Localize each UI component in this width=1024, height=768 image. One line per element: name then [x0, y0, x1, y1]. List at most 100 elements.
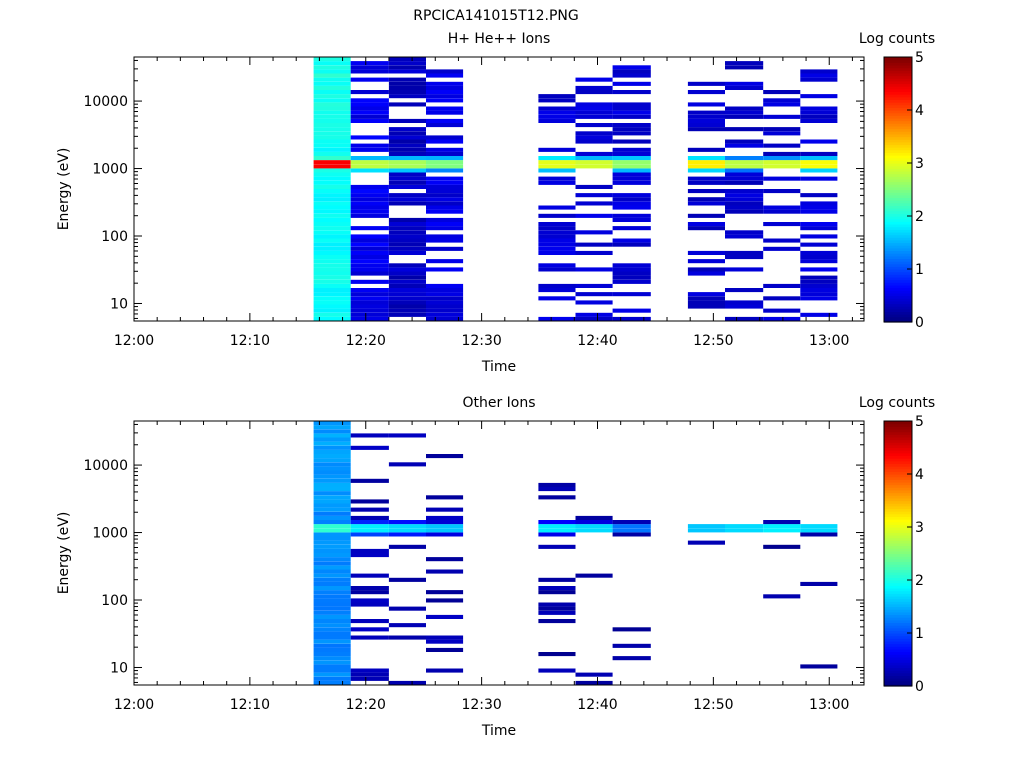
spectrogram-cell	[388, 184, 426, 189]
spectrogram-cell	[725, 300, 764, 305]
spectrogram-cell	[538, 118, 576, 123]
spectrogram-cell	[350, 532, 389, 537]
spectrogram-cell	[763, 296, 801, 301]
spectrogram-cell	[350, 515, 389, 520]
spectrogram-cell	[350, 528, 389, 533]
colorbar-band	[884, 595, 912, 600]
spectrogram-cell	[426, 98, 464, 103]
spectrogram-cell	[763, 127, 801, 132]
spectrogram-cell	[313, 255, 351, 260]
spectrogram-cell	[575, 110, 613, 115]
spectrogram-cell	[538, 524, 576, 529]
spectrogram-cell	[763, 283, 801, 288]
spectrogram-cell	[687, 304, 725, 309]
colorbar-band	[884, 91, 912, 95]
spectrogram-cell	[313, 250, 351, 255]
spectrogram-cell	[350, 61, 389, 66]
spectrogram-cell	[350, 304, 389, 309]
colorbar-tick-label: 4	[915, 103, 924, 119]
colorbar-band	[884, 218, 912, 222]
spectrogram-cell	[313, 230, 351, 235]
colorbar-band	[884, 59, 912, 63]
spectrogram-cell	[426, 532, 464, 537]
colorbar-band	[884, 200, 912, 204]
spectrogram-cell	[388, 147, 426, 152]
spectrogram-cell	[800, 283, 838, 288]
colorbar-band	[884, 569, 912, 573]
colorbar-band	[884, 442, 912, 446]
spectrogram-cell	[426, 118, 464, 123]
spectrogram-cell	[687, 102, 725, 107]
spectrogram-cell	[575, 672, 613, 677]
colorbar-band	[884, 625, 912, 629]
spectrogram-cell	[350, 316, 389, 321]
spectrogram-cell	[388, 304, 426, 309]
colorbar-band	[884, 587, 912, 592]
colorbar-band	[884, 455, 912, 459]
colorbar-band	[884, 675, 912, 679]
spectrogram-cell	[313, 242, 351, 247]
colorbar-band	[884, 556, 912, 560]
spectrogram-cell	[350, 77, 389, 82]
spectrogram-cell	[538, 106, 576, 111]
spectrogram-cell	[313, 577, 351, 582]
spectrogram-cell	[687, 213, 725, 218]
spectrogram-cell	[538, 482, 576, 487]
colorbar-band	[884, 683, 912, 687]
colorbar-band	[884, 421, 912, 425]
spectrogram-cell	[426, 184, 464, 189]
colorbar-band	[884, 497, 912, 502]
spectrogram-cell	[388, 222, 426, 227]
spectrogram-cell	[725, 168, 764, 173]
spectrogram-cell	[612, 308, 651, 313]
y-axis-label: Energy (eV)	[56, 512, 72, 595]
spectrogram-cell	[388, 90, 426, 95]
spectrogram-cell	[612, 139, 651, 144]
spectrogram-cell	[725, 156, 764, 161]
spectrogram-cell	[426, 85, 464, 90]
spectrogram-cell	[575, 106, 613, 111]
spectrogram-cell	[800, 296, 838, 301]
spectrogram-cell	[426, 106, 464, 111]
colorbar-band	[884, 640, 912, 645]
spectrogram-cell	[313, 515, 351, 520]
colorbar-band	[884, 282, 912, 286]
spectrogram-cell	[800, 193, 838, 198]
colorbar-band	[884, 163, 912, 167]
spectrogram-cell	[313, 102, 351, 107]
colorbar-tick-label: 1	[915, 626, 924, 642]
spectrogram-cell	[426, 569, 464, 574]
spectrogram-cell	[313, 561, 351, 566]
colorbar-band	[884, 311, 912, 315]
spectrogram-cell	[350, 168, 389, 173]
spectrogram-cell	[612, 528, 651, 533]
spectrogram-cell	[612, 263, 651, 268]
spectrogram-cell	[388, 151, 426, 156]
spectrogram-cell	[763, 156, 801, 161]
spectrogram-cell	[612, 110, 651, 115]
spectrogram-cell	[313, 458, 351, 463]
spectrogram-cell	[313, 429, 351, 434]
spectrogram-cell	[575, 85, 613, 90]
spectrogram-cell	[575, 131, 613, 136]
spectrogram-cell	[687, 81, 725, 86]
y-tick-label: 1000	[92, 526, 128, 542]
panel-title: Other Ions	[462, 395, 535, 411]
spectrogram-cell	[725, 85, 764, 90]
spectrogram-cell	[313, 168, 351, 173]
spectrogram-cell	[800, 168, 838, 173]
spectrogram-cell	[313, 222, 351, 227]
spectrogram-cell	[350, 90, 389, 95]
colorbar-band	[884, 144, 912, 148]
spectrogram-cell	[687, 197, 725, 202]
spectrogram-cell	[538, 288, 576, 293]
spectrogram-cell	[612, 205, 651, 210]
spectrogram-cell	[388, 85, 426, 90]
spectrogram-cell	[538, 668, 576, 673]
colorbar-band	[884, 110, 912, 114]
spectrogram-cell	[350, 478, 389, 483]
spectrogram-cell	[313, 647, 351, 652]
colorbar-band	[884, 168, 912, 172]
spectrogram-cell	[388, 242, 426, 247]
spectrogram-cell	[725, 230, 764, 235]
